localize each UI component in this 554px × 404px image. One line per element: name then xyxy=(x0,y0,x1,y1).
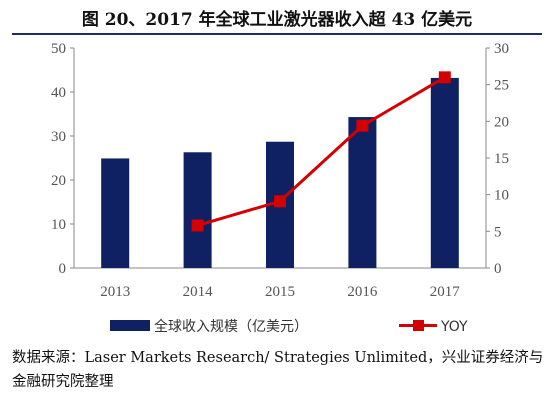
left-tick-label: 10 xyxy=(51,217,66,233)
legend-bar-label: 全球收入规模（亿美元） xyxy=(154,318,308,335)
line-series xyxy=(191,71,451,232)
source-note: 数据来源：Laser Markets Research/ Strategies … xyxy=(12,350,544,390)
right-axis-ticks: 0 5 10 15 20 25 30 xyxy=(486,41,509,277)
yoy-point xyxy=(191,219,204,232)
x-tick-label: 2013 xyxy=(100,284,130,300)
bar xyxy=(183,152,212,268)
right-tick-label: 15 xyxy=(494,151,509,167)
right-tick-label: 10 xyxy=(494,188,509,204)
figure-title: 图 20、2017 年全球工业激光器收入超 43 亿美元 xyxy=(81,10,473,30)
left-tick-label: 30 xyxy=(51,129,66,145)
title-divider xyxy=(12,33,542,35)
right-tick-label: 30 xyxy=(494,41,509,57)
bar xyxy=(101,158,130,268)
yoy-point xyxy=(274,195,286,208)
legend-line-label: YOY xyxy=(440,319,468,335)
legend-bar-swatch xyxy=(110,320,150,331)
x-axis-ticks: 2013 2014 2015 2016 2017 xyxy=(100,284,460,300)
right-tick-label: 0 xyxy=(494,261,502,277)
right-tick-label: 5 xyxy=(494,224,502,240)
right-tick-label: 25 xyxy=(494,78,509,94)
legend-line-marker xyxy=(413,320,424,331)
x-tick-label: 2017 xyxy=(430,284,461,300)
left-axis-ticks: 0 10 20 30 40 50 xyxy=(51,41,74,277)
left-tick-label: 20 xyxy=(51,173,66,189)
x-tick-label: 2014 xyxy=(183,284,214,300)
legend: 全球收入规模（亿美元） YOY xyxy=(110,318,468,335)
left-tick-label: 0 xyxy=(59,261,67,277)
left-tick-label: 50 xyxy=(51,41,66,57)
x-tick-label: 2015 xyxy=(265,284,295,300)
yoy-point xyxy=(438,71,451,84)
yoy-point xyxy=(356,119,369,132)
bar-series xyxy=(101,77,459,268)
left-tick-label: 40 xyxy=(51,85,66,101)
bar xyxy=(430,77,459,268)
yoy-line xyxy=(197,76,446,227)
right-tick-label: 20 xyxy=(494,114,509,130)
bar xyxy=(348,117,377,268)
x-tick-label: 2016 xyxy=(347,284,378,300)
